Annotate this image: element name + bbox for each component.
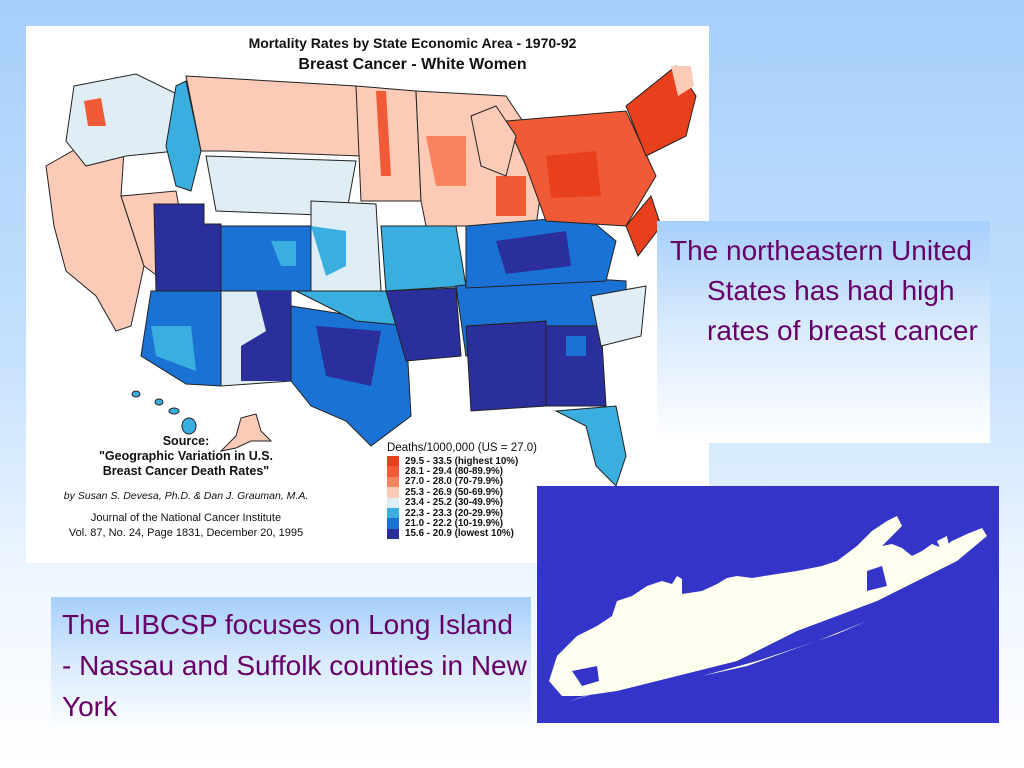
legend-swatch [387,518,399,529]
legend-title: Deaths/1000,000 (US = 27.0) [387,442,537,454]
long-island-callout-box: The LIBCSP focuses on Long Island - Nass… [51,597,531,734]
northeast-callout-box: The northeastern United States has had h… [657,221,990,443]
legend-item: 22.3 - 23.3 (20-29.9%) [387,507,587,519]
legend-swatch [387,466,399,477]
map-title: Mortality Rates by State Economic Area -… [248,35,577,51]
long-island-shape [549,516,987,701]
legend-item: 29.5 - 33.5 (highest 10%) [387,456,587,467]
source-label: Source: [162,434,210,448]
legend-item: 25.3 - 26.9 (50-69.9%) [387,487,587,498]
legend-swatch [387,497,399,508]
legend-item: 15.6 - 20.9 (lowest 10%) [387,528,587,540]
map-legend: Deaths/1000,000 (US = 27.0) 29.5 - 33.5 … [387,442,587,539]
us-mortality-map: Mortality Rates by State Economic Area -… [26,26,709,563]
legend-item: 27.0 - 28.0 (70-79.9%) [387,476,587,488]
source-journal-line1: Journal of the National Cancer Institute [90,512,282,524]
legend-item: 28.1 - 29.4 (80-89.9%) [387,466,587,477]
map-subtitle: Breast Cancer - White Women [298,56,527,73]
us-choropleth-map [45,65,697,487]
legend-item: 23.4 - 25.2 (30-49.9%) [387,497,587,508]
source-title-line1: "Geographic Variation in U.S. [98,449,274,463]
northeast-callout-text: The northeastern United States has had h… [670,235,978,346]
legend-swatch [387,528,399,540]
legend-swatch [387,456,399,467]
legend-item: 21.0 - 22.2 (10-19.9%) [387,518,587,529]
source-authors: by Susan S. Devesa, Ph.D. & Dan J. Graum… [63,490,309,502]
source-citation: Source: "Geographic Variation in U.S. Br… [26,434,346,541]
legend-swatch [387,476,399,488]
legend-swatch [387,487,399,498]
long-island-map [537,486,999,723]
source-title-line2: Breast Cancer Death Rates" [102,464,270,478]
long-island-callout-text: The LIBCSP focuses on Long Island - Nass… [62,609,527,722]
source-journal-line2: Vol. 87, No. 24, Page 1831, December 20,… [68,527,304,539]
legend-swatch [387,507,399,519]
